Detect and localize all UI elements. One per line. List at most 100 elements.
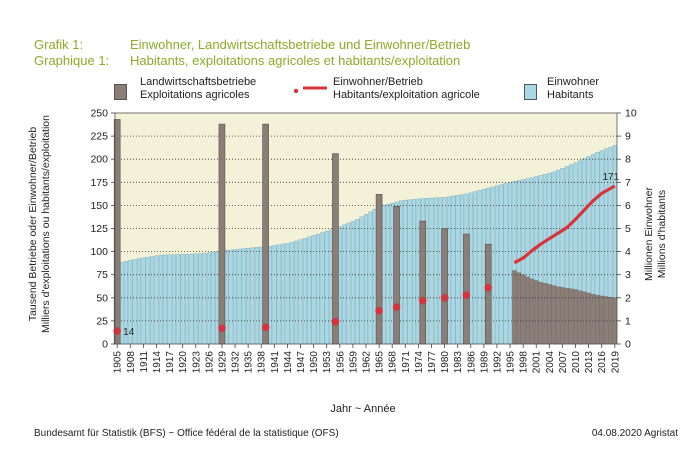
legend-population-fr: Habitants xyxy=(547,89,594,101)
x-tick-label: 2007 xyxy=(558,351,569,374)
title-text-fr: Habitants, exploitations agricoles et ha… xyxy=(130,53,461,68)
farm-census-bar xyxy=(218,123,226,345)
x-tick-label: 1917 xyxy=(165,351,176,374)
farm-annual-bar xyxy=(586,292,591,345)
title-label-de: Grafik 1: xyxy=(34,37,84,52)
y-tick-label-left: 100 xyxy=(90,246,108,258)
farm-census-bar xyxy=(463,233,470,345)
population-bar xyxy=(455,195,460,345)
farm-annual-bar xyxy=(564,287,570,345)
population-bar xyxy=(189,253,194,345)
population-bar xyxy=(298,239,303,345)
x-tick-label: 1974 xyxy=(414,351,425,374)
ratio-point xyxy=(218,324,226,333)
x-tick-label: 1944 xyxy=(283,351,294,374)
x-tick-label: 1938 xyxy=(257,351,268,374)
population-bar xyxy=(163,254,168,345)
x-tick-label: 1977 xyxy=(427,351,438,374)
farm-annual-bar xyxy=(516,272,522,345)
x-tick-label: 2001 xyxy=(532,351,543,374)
x-tick-label: 1992 xyxy=(492,351,503,374)
population-bar xyxy=(285,242,290,345)
x-tick-label: 1920 xyxy=(178,351,189,374)
y-tick-label-right: 3 xyxy=(625,269,631,281)
farm-annual-bar xyxy=(533,280,539,345)
y-tick-label-left: 75 xyxy=(96,269,108,281)
ratio-point xyxy=(113,327,121,335)
farm-census-bar xyxy=(375,194,383,345)
x-tick-label: 2010 xyxy=(571,351,582,374)
ratio-point xyxy=(375,306,383,315)
x-tick-label: 2013 xyxy=(584,351,595,374)
annotation-label: 171 xyxy=(602,172,619,183)
ratio-point xyxy=(392,303,401,311)
population-bar xyxy=(499,184,504,345)
population-bar xyxy=(324,231,329,345)
population-bar xyxy=(315,233,320,345)
ratio-point xyxy=(261,323,270,332)
x-tick-label: 1989 xyxy=(479,351,490,374)
ratio-point xyxy=(418,296,427,305)
farm-annual-bar xyxy=(538,281,543,345)
farm-annual-bar xyxy=(568,288,574,345)
population-bar xyxy=(141,257,146,345)
legend-farms: Landwirtschaftsbetriebe Exploitations ag… xyxy=(140,76,256,102)
farm-census-bar xyxy=(393,206,400,345)
farm-annual-bar xyxy=(512,270,517,345)
population-bar xyxy=(202,253,207,345)
population-bar xyxy=(167,254,172,345)
y-tick-label-left: 200 xyxy=(90,154,108,166)
legend-population-de: Einwohner xyxy=(547,76,599,88)
y-tick-label-right: 4 xyxy=(625,246,631,258)
x-tick-label: 1995 xyxy=(506,351,517,374)
ratio-census-points xyxy=(113,283,493,335)
y-tick-label-right: 0 xyxy=(625,339,631,351)
ratio-point xyxy=(462,291,471,299)
population-bar xyxy=(158,254,163,345)
legend-farms-de: Landwirtschaftsbetriebe xyxy=(140,76,257,88)
population-bar xyxy=(302,238,307,345)
population-bar xyxy=(237,248,242,345)
x-tick-label: 1983 xyxy=(453,351,464,374)
chart-title-fr: Graphique 1: Habitants, exploitations agr… xyxy=(34,53,460,68)
farm-annual-bar xyxy=(581,291,587,345)
x-tick-label: 1965 xyxy=(375,351,386,374)
farm-census-bar xyxy=(332,153,339,345)
farm-census-bar xyxy=(441,228,448,345)
farm-census-bar xyxy=(262,123,269,345)
y-tick-label-left: 125 xyxy=(90,223,108,235)
legend-farms-fr: Exploitations agricoles xyxy=(140,89,250,101)
population-bar xyxy=(281,243,286,345)
population-bar xyxy=(429,197,434,345)
x-tick-label: 1923 xyxy=(191,351,202,374)
chart-title-de: Grafik 1: Einwohner, Landwirtschaftsbetri… xyxy=(34,37,470,52)
x-tick-label: 1914 xyxy=(152,351,163,374)
population-bar xyxy=(176,254,181,345)
x-tick-label: 1998 xyxy=(519,351,530,374)
legend-ratio: Einwohner/Betrieb Habitants/exploitation… xyxy=(333,76,480,102)
legend-farms-swatch xyxy=(114,84,127,100)
x-tick-label: 1947 xyxy=(296,351,307,374)
farm-annual-bar xyxy=(555,286,561,345)
x-tick-label: 2004 xyxy=(545,351,556,374)
y-axis-left-ticks: 0 25 50 75 100 125 150 175 200 225 250 xyxy=(90,108,115,351)
population-bar xyxy=(307,236,312,345)
population-bar xyxy=(403,200,408,345)
x-tick-label: 1932 xyxy=(231,351,242,374)
population-bar xyxy=(233,249,238,345)
annotation-label: 14 xyxy=(123,327,135,338)
x-tick-label: 1935 xyxy=(244,351,255,374)
legend-ratio-swatch xyxy=(293,86,327,94)
x-tick-label: 1911 xyxy=(139,351,150,373)
population-bar xyxy=(342,224,347,345)
population-bar xyxy=(508,182,513,345)
farm-annual-bar xyxy=(547,284,552,345)
x-tick-label: 1941 xyxy=(270,351,281,374)
population-bar xyxy=(198,253,203,345)
annotations: 14 171 xyxy=(123,172,619,338)
y-tick-label-right: 9 xyxy=(625,131,631,143)
legend-ratio-fr: Habitants/exploitation agricole xyxy=(333,89,480,101)
x-tick-label: 1926 xyxy=(204,351,215,374)
y-tick-label-right: 1 xyxy=(625,315,631,327)
